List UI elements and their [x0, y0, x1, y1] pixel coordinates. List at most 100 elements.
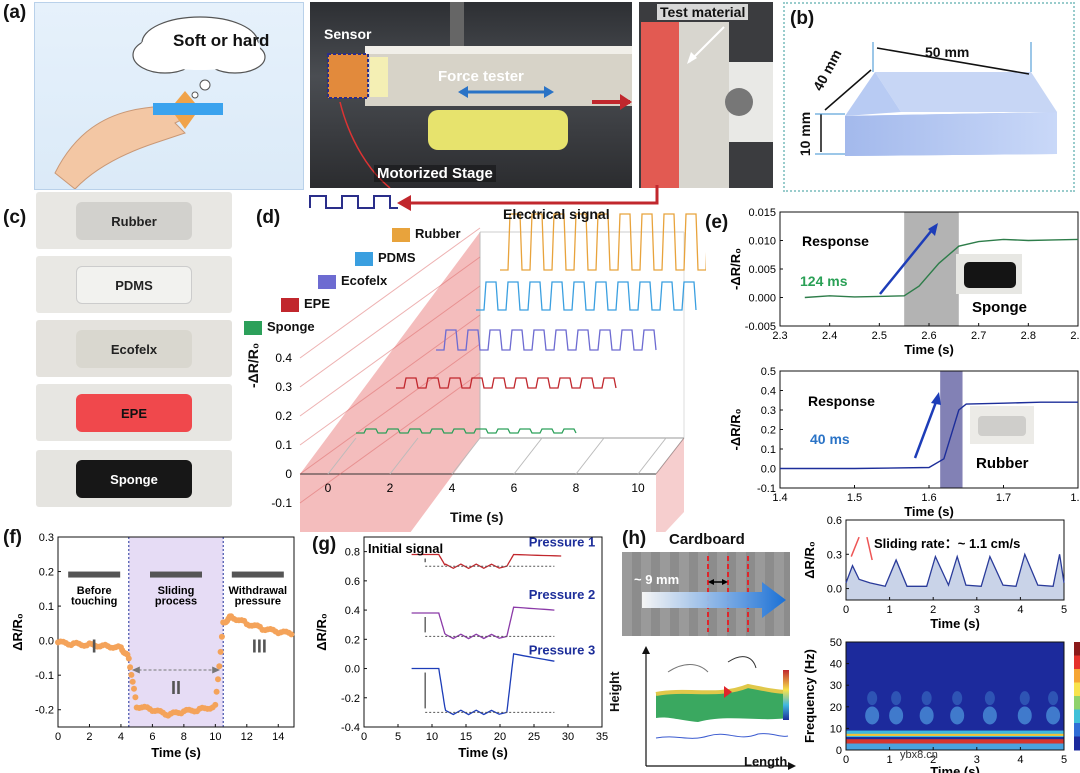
- speech-bubble-text: Soft or hard: [173, 31, 270, 50]
- material-label: PDMS: [76, 266, 192, 304]
- panel-f-sliding-chart: 0 2 4 6 8 10 12 14 0.3 0.2 0.1 0.0 -0.1 -0.2 Time (s) Δ…: [10, 532, 295, 760]
- colorbar-segment: [1074, 723, 1080, 737]
- y-tick-label: 0.2: [39, 567, 54, 579]
- legend-label: EPE: [304, 296, 331, 311]
- panel-e-response-charts: 2.32.42.52.62.72.82.90.0150.0100.0050.00…: [730, 207, 1080, 519]
- spectrogram-band: [846, 743, 1064, 750]
- x-tick-label: 1.5: [847, 492, 862, 504]
- x-tick-label: 20: [494, 731, 506, 743]
- grid-line: [575, 437, 605, 475]
- region-numeral: II: [171, 678, 181, 698]
- region-label: Before: [77, 585, 112, 597]
- x-axis-label: Time (s): [904, 342, 954, 357]
- x-tick-label: 1.8: [1070, 492, 1080, 504]
- arrow-line: [913, 401, 938, 459]
- spectrogram-band: [846, 733, 1064, 736]
- data-point: [218, 633, 225, 640]
- response-time: 124 ms: [800, 273, 848, 289]
- plot-frame: [363, 536, 603, 728]
- block-dimension-svg: [815, 42, 1057, 156]
- y-tick-label: 0.5: [761, 366, 776, 378]
- signal-trace: [396, 377, 617, 389]
- sliding-trace: [845, 552, 1065, 588]
- grid-line: [299, 285, 481, 417]
- signal-trace: [436, 329, 657, 351]
- grid-line: [513, 437, 543, 475]
- y-tick-label: 0.8: [345, 547, 360, 559]
- height-dimension: 10 mm: [797, 111, 814, 157]
- material-photo-sponge: Sponge: [36, 450, 232, 507]
- x-tick-label: 0: [361, 731, 367, 743]
- y-tick-label: 0.1: [275, 438, 292, 452]
- d-gridlines: [299, 227, 667, 504]
- y-tick-label: 0: [285, 467, 292, 481]
- cardboard-title: Cardboard: [669, 531, 745, 548]
- colorbar-segment: [1074, 669, 1080, 683]
- electrical-signal-title: Electrical signal: [503, 206, 610, 222]
- x-tick-label: 0: [843, 604, 849, 616]
- region-label: Sliding: [158, 585, 195, 597]
- y-tick-label: 10: [830, 723, 842, 735]
- y-tick-label: 0: [836, 745, 842, 757]
- x-tick-label: 5: [1061, 754, 1067, 766]
- watermark: ybx8.cn: [900, 749, 938, 761]
- panel-label-d: (d): [256, 207, 281, 228]
- sliding-region: [128, 537, 224, 727]
- cardboard-svg: [642, 556, 786, 632]
- x-tick-label: 1: [887, 754, 893, 766]
- region-label: touching: [71, 595, 117, 607]
- surface-illustration: [150, 571, 202, 578]
- data-point: [215, 676, 221, 683]
- x-tick-label: 1.4: [772, 492, 787, 504]
- y-tick-label: -0.005: [745, 321, 776, 333]
- x-tick-label: 35: [596, 731, 608, 743]
- grid-line: [451, 437, 481, 475]
- arrow-head: [931, 392, 941, 405]
- feedback-arrow: [397, 185, 659, 211]
- legend-label: Rubber: [415, 226, 461, 241]
- y-tick-label: 0.1: [761, 444, 776, 456]
- spectrogram-burst: [1048, 691, 1059, 706]
- material-title: Rubber: [976, 455, 1029, 472]
- x-tick-label: 5: [1061, 604, 1067, 616]
- x-tick-label: 30: [562, 731, 574, 743]
- y-tick-label: 0.2: [761, 425, 776, 437]
- y-tick-label: 0.3: [39, 532, 54, 544]
- legend-swatch: [281, 298, 299, 312]
- x-tick-label: 2.9: [1070, 330, 1080, 342]
- 3d-side-wall: [656, 438, 684, 532]
- x-tick-label: 10: [209, 731, 221, 743]
- data-point: [125, 655, 132, 662]
- grid-line: [299, 372, 481, 504]
- data-point: [132, 694, 139, 701]
- material-label: Sponge: [76, 460, 192, 498]
- panel-label-c: (c): [3, 207, 27, 228]
- surface-illustration: [68, 571, 121, 578]
- y-axis-label: -ΔR/R₀: [730, 408, 743, 450]
- grid-line: [299, 256, 481, 388]
- x-tick-label: 2.7: [971, 330, 986, 342]
- y-tick-label: 0.005: [748, 264, 776, 276]
- grid-line: [389, 437, 419, 475]
- x-tick-label: 4: [449, 481, 456, 495]
- grid-line: [299, 227, 481, 359]
- y-tick-label: 0.015: [748, 207, 776, 219]
- panel-label-g: (g): [312, 534, 337, 555]
- peak-marker: [866, 536, 873, 561]
- span-arrow-head: [131, 666, 140, 674]
- sponge-trace: [804, 238, 1079, 299]
- x-tick-label: 0: [55, 731, 61, 743]
- spectrogram-band: [846, 730, 1064, 738]
- series-label: Pressure 1: [529, 535, 596, 550]
- pressure-trace: [411, 606, 555, 640]
- legend-swatch: [318, 275, 336, 289]
- rubber-block: [978, 416, 1026, 436]
- pressure-trace: [411, 653, 555, 716]
- pressure-trace: [411, 553, 562, 570]
- y-tick-label: 0.2: [275, 409, 292, 423]
- spectrogram-burst: [1019, 691, 1030, 706]
- x-tick-label: 12: [241, 731, 253, 743]
- panel-h-charts: 0 1 2 3 4 5 0.6 0.3 0.0 Time (s) ΔR/R₀ Sliding rate…: [802, 515, 1080, 773]
- x-tick-label: 1.7: [996, 492, 1011, 504]
- x-tick-label: 0: [843, 754, 849, 766]
